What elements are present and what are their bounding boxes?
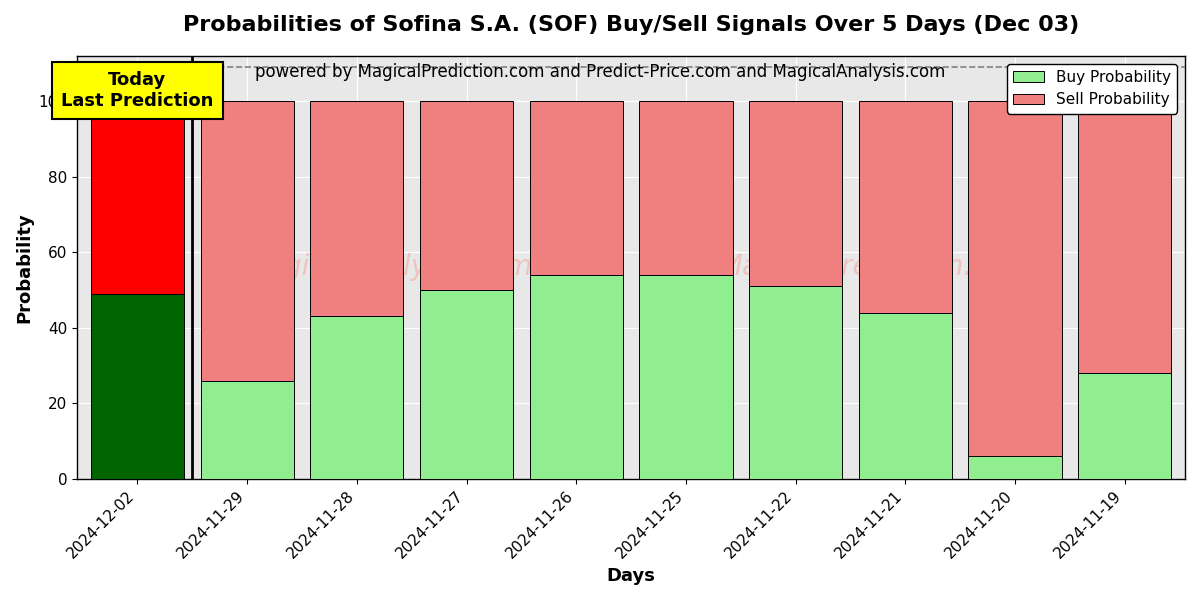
Bar (311, 316, 403, 479)
Bar (640, 101, 732, 275)
Bar (529, 101, 623, 275)
Bar (420, 101, 514, 290)
Bar (529, 275, 623, 479)
Bar (1078, 373, 1171, 479)
Bar (749, 286, 842, 479)
Bar (859, 313, 952, 479)
Text: Today
Last Prediction: Today Last Prediction (61, 71, 214, 110)
Bar (200, 380, 294, 479)
Legend: Buy Probability, Sell Probability: Buy Probability, Sell Probability (1007, 64, 1177, 113)
Bar (859, 101, 952, 313)
Y-axis label: Probability: Probability (14, 212, 32, 323)
Bar (640, 275, 732, 479)
Bar (968, 456, 1062, 479)
Text: powered by MagicalPrediction.com and Predict-Price.com and MagicalAnalysis.com: powered by MagicalPrediction.com and Pre… (254, 63, 946, 81)
Bar (420, 290, 514, 479)
Bar (200, 101, 294, 380)
X-axis label: Days: Days (607, 567, 655, 585)
Text: MagicalPrediction.com: MagicalPrediction.com (718, 253, 1032, 281)
Bar (749, 101, 842, 286)
Text: MagicalAnalysis.com: MagicalAnalysis.com (242, 253, 532, 281)
Bar (968, 101, 1062, 456)
Bar (91, 294, 184, 479)
Bar (91, 101, 184, 294)
Title: Probabilities of Sofina S.A. (SOF) Buy/Sell Signals Over 5 Days (Dec 03): Probabilities of Sofina S.A. (SOF) Buy/S… (182, 15, 1079, 35)
Bar (311, 101, 403, 316)
Bar (1078, 101, 1171, 373)
